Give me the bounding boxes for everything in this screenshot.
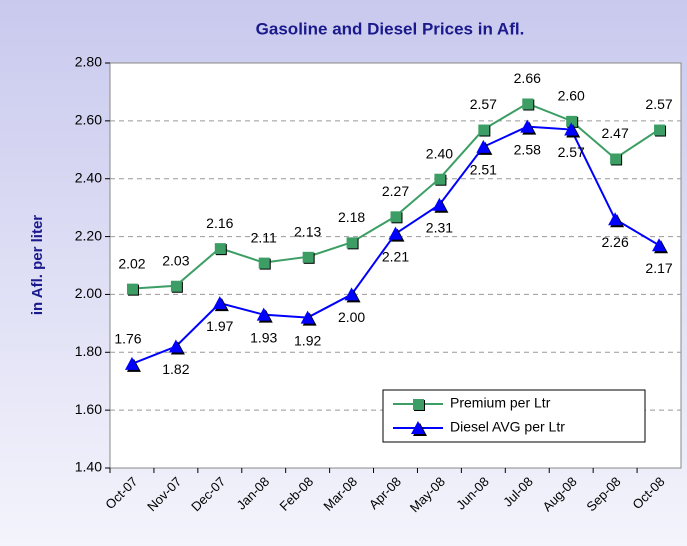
data-label: 2.47 [601,125,628,141]
y-tick-label: 1.60 [75,401,102,417]
data-label: 2.66 [514,70,541,86]
data-label: 2.17 [645,260,672,276]
marker [478,124,490,136]
marker [256,307,271,321]
legend-label: Premium per Ltr [450,395,551,411]
y-tick-label: 1.80 [75,343,102,359]
marker [258,257,270,269]
marker [610,153,622,165]
data-label: 1.76 [114,331,141,347]
marker [566,115,578,127]
data-label: 2.60 [558,88,585,104]
y-tick-label: 2.40 [75,169,102,185]
data-label: 1.93 [250,329,277,345]
data-label: 2.51 [470,162,497,178]
data-label: 2.40 [426,145,453,161]
data-label: 2.27 [382,183,409,199]
marker [214,243,226,255]
data-label: 2.03 [162,252,189,268]
data-label: 2.21 [382,248,409,264]
marker [413,399,424,410]
data-label: 1.82 [162,361,189,377]
marker [300,310,315,324]
marker [520,119,535,133]
y-axis-label: in Afl. per liter [29,215,46,315]
marker [212,296,227,310]
data-label: 2.11 [251,229,277,245]
y-tick-label: 2.80 [75,54,102,70]
data-label: 2.00 [338,309,365,325]
marker [126,283,138,295]
y-tick-label: 2.60 [75,112,102,128]
marker [170,280,182,292]
data-label: 1.92 [294,332,321,348]
marker [124,356,139,370]
marker [652,238,667,252]
y-tick-label: 2.00 [75,285,102,301]
marker [522,98,534,110]
marker [434,173,446,185]
data-label: 2.13 [294,224,321,240]
marker [564,122,579,136]
marker [432,197,447,211]
marker [411,421,425,434]
data-label: 2.57 [645,96,672,112]
marker [476,139,491,153]
data-label: 2.18 [338,209,365,225]
legend-label: Diesel AVG per Ltr [450,419,565,435]
chart-title: Gasoline and Diesel Prices in Afl. [256,19,525,38]
y-tick-label: 2.20 [75,227,102,243]
data-label: 2.31 [426,219,453,235]
data-label: 2.26 [601,234,628,250]
marker [390,211,402,223]
marker [168,339,183,353]
marker [346,237,358,249]
marker [302,251,314,263]
marker [388,226,403,240]
data-label: 2.57 [470,96,497,112]
data-label: 2.02 [118,255,145,271]
data-label: 2.58 [514,141,541,157]
data-label: 2.16 [206,215,233,231]
marker [344,287,359,301]
marker [608,212,623,226]
marker [654,124,666,136]
data-label: 1.97 [206,318,233,334]
data-label: 2.57 [558,144,585,160]
legend [382,389,646,443]
y-tick-label: 1.40 [75,459,102,475]
